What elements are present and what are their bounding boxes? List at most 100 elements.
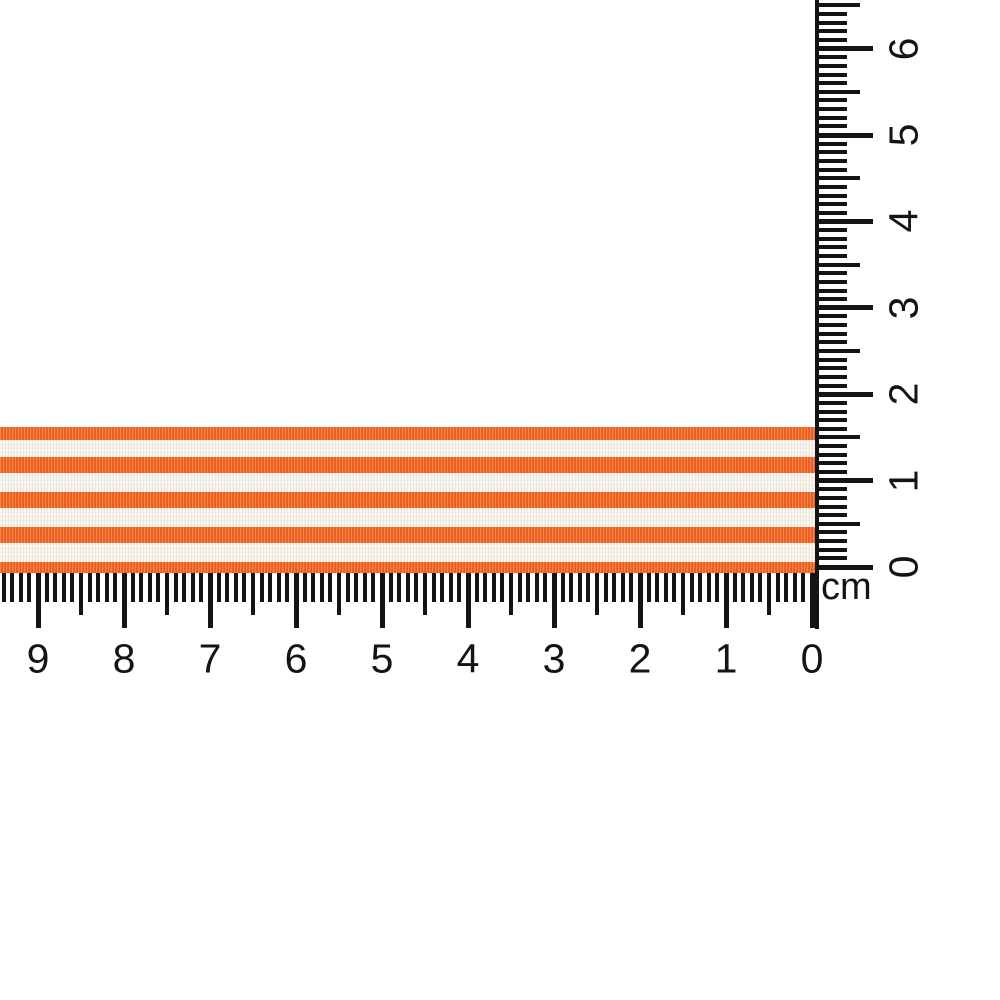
ruler-tick-half-cm — [818, 3, 860, 8]
ruler-tick-mm — [792, 573, 797, 602]
ruler-tick-mm — [818, 271, 847, 276]
ruler-tick-mm — [758, 573, 763, 602]
ruler-tick-half-cm — [251, 573, 255, 615]
ruler-tick-mm — [818, 55, 847, 60]
ruler-tick-mm — [818, 357, 847, 362]
ruler-tick-mm — [801, 573, 806, 602]
ruler-tick-mm — [147, 573, 152, 602]
ruler-tick-mm — [113, 573, 118, 602]
ruler-tick-mm — [715, 573, 720, 602]
ruler-number: 5 — [880, 123, 927, 147]
ruler-tick-cm — [465, 573, 471, 628]
ribbon-stripe-cream — [0, 543, 817, 562]
ruler-tick-cm — [818, 305, 873, 311]
ruler-tick-mm — [560, 573, 565, 602]
ruler-tick-mm — [663, 573, 668, 602]
ruler-tick-half-cm — [681, 573, 685, 615]
ruler-tick-mm — [448, 573, 453, 602]
ruler-tick-mm — [818, 323, 847, 328]
ruler-tick-mm — [706, 573, 711, 602]
ruler-tick-mm — [818, 20, 847, 25]
ruler-tick-half-cm — [165, 573, 169, 615]
ruler-number: 2 — [628, 635, 652, 682]
ruler-number: 5 — [370, 635, 394, 682]
ruler-number: 6 — [880, 37, 927, 60]
ruler-tick-mm — [491, 573, 496, 602]
ruler-tick-cm — [207, 573, 213, 628]
ruler-tick-mm — [1, 573, 6, 602]
ruler-tick-mm — [104, 573, 109, 602]
ruler-tick-mm — [818, 495, 847, 500]
ruler-tick-mm — [818, 374, 847, 379]
ruler-tick-mm — [818, 141, 847, 146]
ruler-tick-mm — [818, 210, 847, 215]
ruler-tick-cm — [818, 478, 873, 484]
ruler-tick-mm — [818, 504, 847, 509]
ruler-tick-mm — [818, 297, 847, 302]
ruler-tick-mm — [818, 98, 847, 103]
ruler-tick-mm — [345, 573, 350, 602]
ruler-tick-mm — [818, 81, 847, 86]
ruler-tick-mm — [818, 418, 847, 423]
ruler-tick-cm — [723, 573, 729, 628]
ruler-tick-mm — [483, 573, 488, 602]
ruler-tick-half-cm — [818, 521, 860, 526]
ruler-number: 3 — [542, 635, 566, 682]
ruler-tick-half-cm — [818, 89, 860, 94]
ruler-tick-mm — [474, 573, 479, 602]
ruler-tick-mm — [818, 461, 847, 466]
ruler-tick-mm — [818, 426, 847, 431]
ruler-number: 1 — [714, 635, 738, 682]
ruler-tick-mm — [784, 573, 789, 602]
ruler-tick-mm — [44, 573, 49, 602]
ruler-tick-mm — [190, 573, 195, 602]
ruler-tick-mm — [818, 314, 847, 319]
ribbon-stripe-orange — [0, 562, 817, 573]
ruler-tick-mm — [818, 539, 847, 544]
ruler-tick-mm — [388, 573, 393, 602]
ruler-number: 0 — [800, 635, 824, 682]
ruler-tick-mm — [775, 573, 780, 602]
ruler-tick-mm — [672, 573, 677, 602]
ruler-tick-mm — [311, 573, 316, 602]
striped-ribbon — [0, 427, 817, 573]
ruler-number: 1 — [880, 469, 927, 492]
ruler-tick-mm — [612, 573, 617, 602]
ruler-tick-mm — [543, 573, 548, 602]
ruler-tick-mm — [130, 573, 135, 602]
ruler-tick-mm — [139, 573, 144, 602]
ruler-tick-mm — [534, 573, 539, 602]
ruler-tick-mm — [61, 573, 66, 602]
ruler-tick-mm — [698, 573, 703, 602]
ruler-tick-mm — [818, 184, 847, 189]
ruler-tick-mm — [629, 573, 634, 602]
ribbon-stripe-cream — [0, 440, 817, 457]
ruler-tick-mm — [328, 573, 333, 602]
ruler-tick-mm — [96, 573, 101, 602]
ruler-tick-mm — [603, 573, 608, 602]
ruler-tick-cm — [379, 573, 385, 628]
ruler-tick-mm — [818, 331, 847, 336]
ruler-tick-mm — [276, 573, 281, 602]
ruler-tick-half-cm — [423, 573, 427, 615]
ruler-tick-mm — [87, 573, 92, 602]
ruler-tick-mm — [818, 193, 847, 198]
ruler-tick-mm — [818, 444, 847, 448]
ruler-number: 4 — [880, 209, 927, 233]
ruler-tick-half-cm — [818, 349, 860, 353]
ruler-tick-cm — [809, 573, 815, 628]
ruler-tick-mm — [70, 573, 75, 602]
ruler-tick-mm — [225, 573, 230, 602]
ruler-tick-mm — [457, 573, 462, 602]
ruler-tick-cm — [121, 573, 127, 628]
ribbon-stripe-cream — [0, 473, 817, 492]
ruler-tick-half-cm — [767, 573, 771, 615]
ribbon-stripe-orange — [0, 527, 817, 543]
ruler-tick-mm — [818, 245, 847, 250]
vertical-ruler-baseline — [815, 0, 819, 629]
ruler-tick-mm — [818, 409, 847, 414]
ruler-tick-mm — [818, 124, 847, 129]
ruler-tick-mm — [818, 530, 847, 535]
ruler-tick-half-cm — [818, 435, 860, 440]
